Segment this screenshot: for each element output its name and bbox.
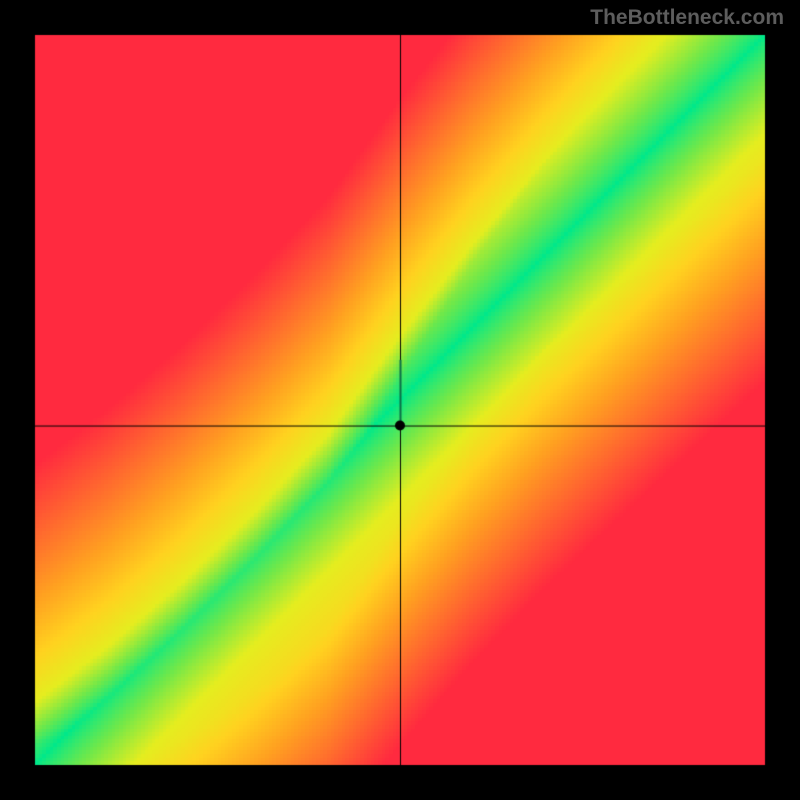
watermark-text: TheBottleneck.com <box>590 6 784 30</box>
bottleneck-heatmap <box>0 0 800 800</box>
chart-container: TheBottleneck.com <box>0 0 800 800</box>
